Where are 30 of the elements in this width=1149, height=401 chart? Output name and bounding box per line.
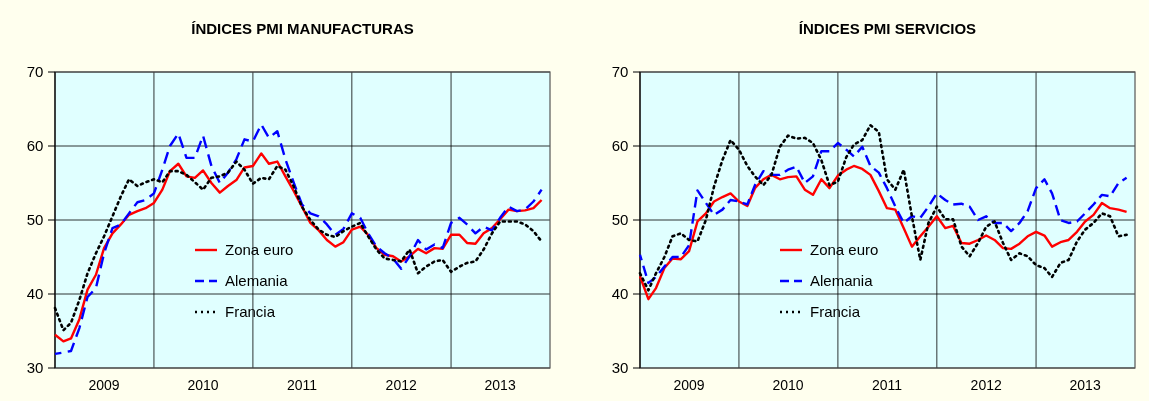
y-tick-label: 60 xyxy=(26,137,44,155)
line-series xyxy=(53,123,543,356)
legend-label: Zona euro xyxy=(810,241,879,259)
y-tick-label: 50 xyxy=(26,211,44,229)
legend-label: Zona euro xyxy=(225,241,294,259)
x-tick-label: 2012 xyxy=(385,377,417,393)
y-tick-label: 30 xyxy=(26,359,44,377)
line-series xyxy=(638,164,1128,301)
y-tick-label: 70 xyxy=(26,63,44,81)
chart-title: ÍNDICES PMI MANUFACTURAS xyxy=(191,20,414,37)
x-tick-label: 2012 xyxy=(970,377,1002,393)
legend-label: Alemania xyxy=(225,272,289,290)
y-tick-label: 40 xyxy=(611,285,629,303)
y-tick-label: 60 xyxy=(611,137,629,155)
x-tick-label: 2011 xyxy=(871,377,903,393)
y-tick-label: 70 xyxy=(611,63,629,81)
legend-label: Alemania xyxy=(810,272,874,290)
y-tick-label: 40 xyxy=(26,285,44,303)
legend-label: Francia xyxy=(810,303,861,321)
x-tick-label: 2011 xyxy=(286,377,318,393)
y-tick-label: 50 xyxy=(611,211,629,229)
chart-title: ÍNDICES PMI SERVICIOS xyxy=(798,20,977,37)
x-tick-label: 2010 xyxy=(772,377,804,393)
x-tick-label: 2013 xyxy=(484,377,516,393)
y-tick-label: 30 xyxy=(611,359,629,377)
x-tick-label: 2013 xyxy=(1069,377,1101,393)
x-tick-label: 2009 xyxy=(88,377,120,393)
x-tick-label: 2010 xyxy=(187,377,219,393)
x-tick-label: 2009 xyxy=(673,377,705,393)
legend-label: Francia xyxy=(225,303,276,321)
